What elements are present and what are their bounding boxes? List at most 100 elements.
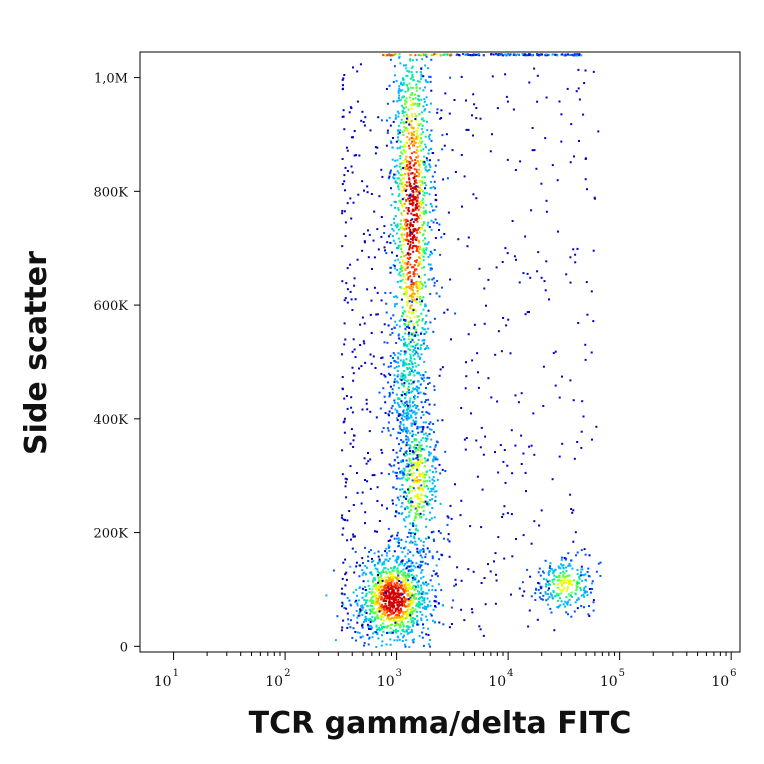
data-point — [417, 465, 420, 468]
data-point — [378, 579, 381, 582]
data-point — [400, 162, 403, 165]
data-point — [395, 576, 398, 579]
data-point — [409, 535, 412, 538]
data-point — [453, 99, 456, 101]
data-point — [346, 170, 349, 172]
data-point — [413, 196, 416, 198]
data-point — [450, 623, 453, 625]
data-point — [570, 596, 573, 598]
data-point — [410, 157, 412, 160]
data-point — [419, 566, 422, 569]
data-point — [341, 388, 344, 391]
data-point — [395, 323, 398, 326]
data-point — [422, 627, 425, 629]
data-point — [342, 84, 344, 87]
data-point — [406, 408, 409, 411]
data-point — [416, 202, 419, 205]
data-point — [420, 577, 423, 580]
data-point — [395, 624, 398, 627]
data-point — [361, 491, 364, 494]
data-point — [369, 609, 372, 612]
data-point — [446, 53, 449, 56]
data-point — [343, 417, 346, 420]
data-point — [405, 254, 407, 257]
data-point — [356, 258, 359, 261]
data-point — [395, 361, 398, 363]
data-point — [397, 258, 400, 261]
data-point — [405, 239, 408, 242]
data-point — [400, 83, 403, 86]
data-point — [365, 398, 368, 401]
data-point — [537, 582, 540, 584]
data-point — [401, 131, 404, 133]
data-point — [397, 589, 400, 592]
data-point — [440, 589, 443, 592]
data-point — [417, 339, 420, 341]
data-point — [373, 552, 376, 555]
data-point — [433, 388, 436, 391]
data-point — [401, 502, 404, 504]
data-point — [405, 155, 408, 158]
data-point — [402, 106, 405, 109]
data-point — [408, 147, 411, 150]
data-point — [363, 611, 366, 614]
data-point — [403, 144, 406, 147]
data-point — [420, 202, 423, 205]
data-point — [431, 494, 434, 496]
data-point — [520, 434, 523, 437]
data-point — [511, 555, 514, 558]
data-point — [406, 552, 409, 555]
data-point — [583, 589, 585, 592]
data-point — [489, 570, 492, 573]
data-point — [410, 466, 413, 469]
data-point — [415, 58, 418, 61]
data-point — [409, 327, 412, 330]
data-point — [408, 470, 411, 473]
data-point — [400, 379, 403, 382]
data-point — [380, 605, 383, 608]
data-point — [396, 170, 399, 173]
data-point — [578, 576, 581, 578]
data-point — [579, 589, 582, 591]
data-point — [384, 550, 387, 553]
data-point — [410, 587, 413, 590]
data-point — [409, 284, 412, 287]
data-point — [346, 288, 349, 291]
data-point — [407, 531, 410, 534]
data-point — [407, 408, 410, 410]
data-point — [406, 160, 409, 162]
data-point — [429, 80, 432, 83]
data-point — [411, 140, 414, 143]
data-point — [409, 222, 412, 225]
data-point — [350, 298, 353, 301]
data-point — [553, 574, 556, 577]
data-point — [521, 53, 524, 56]
data-point — [352, 535, 355, 538]
x-tick-base: 10 — [265, 674, 283, 690]
data-point — [563, 572, 566, 575]
data-point — [406, 368, 409, 371]
data-point — [358, 631, 361, 634]
data-point — [393, 326, 396, 329]
data-point — [547, 572, 550, 575]
data-point — [433, 284, 436, 287]
data-point — [391, 617, 393, 619]
data-point — [413, 213, 416, 216]
data-point — [410, 612, 413, 615]
data-point — [411, 369, 413, 372]
data-point — [495, 579, 498, 582]
data-point — [401, 312, 404, 314]
data-point — [402, 612, 405, 615]
data-point — [402, 162, 404, 165]
data-point — [380, 472, 383, 475]
data-point — [407, 197, 410, 200]
data-point — [428, 550, 431, 553]
data-point — [506, 158, 509, 161]
data-point — [407, 310, 410, 313]
data-point — [419, 560, 422, 563]
data-point — [421, 199, 424, 202]
data-point — [428, 111, 431, 114]
data-point — [415, 495, 418, 498]
data-point — [432, 476, 435, 479]
data-point — [554, 384, 557, 387]
